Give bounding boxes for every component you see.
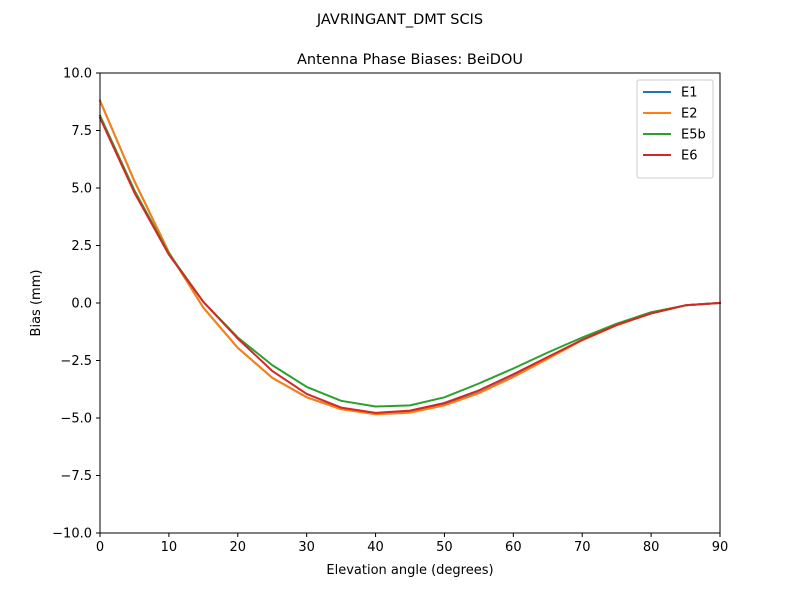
legend-label-e2: E2 [681, 107, 698, 122]
plot-area [98, 72, 722, 534]
x-tick-label: 60 [505, 540, 522, 555]
x-tick-label: 0 [96, 540, 104, 555]
x-tick-label: 10 [161, 540, 178, 555]
x-axis-label: Elevation angle (degrees) [326, 563, 493, 578]
y-tick-label: −5.0 [60, 412, 92, 427]
y-tick-label: 10.0 [63, 67, 92, 82]
y-tick-label: 7.5 [71, 124, 92, 139]
legend-label-e1: E1 [681, 86, 698, 101]
y-axis-label: Bias (mm) [29, 270, 44, 337]
y-tick-label: 5.0 [71, 182, 92, 197]
x-tick-label: 30 [298, 540, 315, 555]
y-tick-label: −7.5 [60, 469, 92, 484]
y-tick-label: −10.0 [52, 527, 92, 542]
legend: E1 E2 E5b E6 [636, 79, 714, 179]
x-axis-ticks: 0 10 20 30 40 50 60 70 80 90 [96, 533, 728, 555]
x-tick-label: 20 [230, 540, 247, 555]
chart-title: Antenna Phase Biases: BeiDOU [297, 52, 523, 68]
x-tick-label: 70 [574, 540, 591, 555]
figure-suptitle: JAVRINGANT_DMT SCIS [316, 12, 483, 28]
x-tick-label: 90 [712, 540, 729, 555]
x-tick-label: 80 [643, 540, 660, 555]
y-tick-label: 2.5 [71, 239, 92, 254]
y-axis-ticks: −10.0 −7.5 −5.0 −2.5 0.0 2.5 5.0 7.5 10.0 [52, 67, 100, 542]
legend-label-e5b: E5b [681, 128, 706, 143]
x-tick-label: 50 [436, 540, 453, 555]
y-tick-label: −2.5 [60, 354, 92, 369]
series-layer [98, 99, 722, 416]
legend-label-e6: E6 [681, 149, 698, 164]
series-line-e6 [98, 116, 722, 414]
x-tick-label: 40 [367, 540, 384, 555]
y-tick-label: 0.0 [71, 297, 92, 312]
legend-box [636, 79, 714, 179]
